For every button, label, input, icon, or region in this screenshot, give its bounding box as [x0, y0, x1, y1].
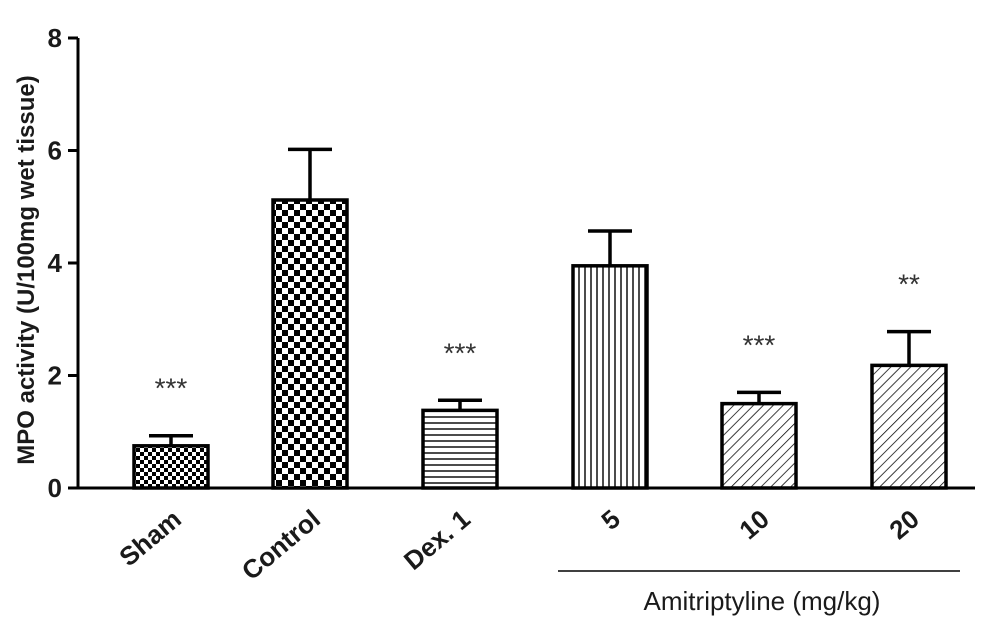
bar-10 [720, 401, 798, 490]
y-axis: 0 2 4 6 8 [48, 23, 975, 503]
bar-20 [870, 363, 948, 490]
category-labels: Sham Control Dex. 1 5 10 20 [113, 504, 925, 586]
category-label: Sham [113, 504, 187, 572]
y-tick-label: 2 [48, 361, 62, 391]
y-tick-label: 6 [48, 136, 62, 166]
y-tick-label: 4 [48, 248, 63, 278]
bars-group: ****** ***** [132, 147, 948, 490]
bar-sham [132, 444, 210, 490]
significance-mark: *** [155, 373, 188, 404]
category-label: Dex. 1 [398, 504, 476, 576]
y-tick-label: 0 [48, 473, 62, 503]
y-axis-label: MPO activity (U/100mg wet tissue) [13, 75, 40, 464]
category-label: Control [236, 504, 326, 586]
group-label: Amitriptyline (mg/kg) [644, 586, 881, 616]
category-label: 20 [883, 504, 924, 546]
category-label: 5 [595, 504, 625, 536]
bar-control [271, 198, 349, 490]
category-label: 10 [733, 504, 774, 546]
bar-dex-1 [421, 408, 499, 490]
significance-mark: *** [444, 337, 477, 368]
significance-mark: *** [743, 329, 776, 360]
bar-5 [571, 264, 649, 490]
y-tick-label: 8 [48, 23, 62, 53]
significance-mark: ** [898, 269, 920, 300]
